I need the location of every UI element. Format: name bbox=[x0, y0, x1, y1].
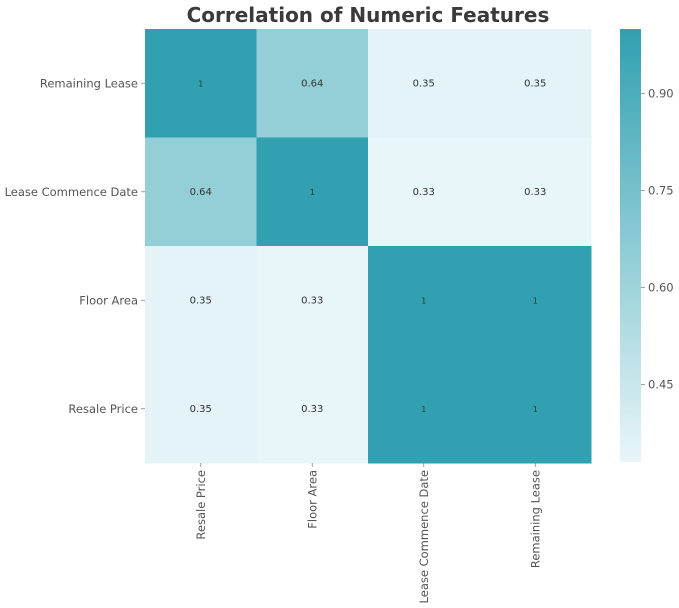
colorbar-tick-label: 0.60 bbox=[648, 281, 674, 295]
cell-annotation: 1 bbox=[533, 296, 538, 305]
heatmap-cell bbox=[256, 137, 369, 247]
cell-annotation: 0.35 bbox=[190, 404, 212, 415]
x-tick-label: Resale Price bbox=[194, 470, 208, 540]
heatmap-cell bbox=[145, 246, 257, 355]
heatmap-cell bbox=[479, 354, 592, 464]
cell-annotation: 0.35 bbox=[524, 78, 546, 89]
heatmap-cell bbox=[256, 29, 369, 138]
colorbar-tick-label: 0.75 bbox=[648, 184, 674, 198]
cell-annotation: 0.33 bbox=[524, 187, 546, 198]
cell-annotation: 0.33 bbox=[301, 404, 323, 415]
x-tick-label: Lease Commence Date bbox=[417, 470, 431, 603]
y-tick-label: Resale Price bbox=[68, 402, 138, 416]
cell-annotation: 0.35 bbox=[413, 78, 435, 89]
colorbar-tick-label: 0.90 bbox=[648, 87, 674, 101]
heatmap-cell bbox=[256, 246, 369, 355]
heatmap-cell bbox=[368, 354, 480, 464]
heatmap-cells bbox=[145, 29, 592, 464]
x-tick-label: Remaining Lease bbox=[528, 470, 542, 568]
colorbar bbox=[620, 29, 641, 462]
heatmap-cell bbox=[479, 246, 592, 355]
heatmap-cell bbox=[368, 137, 480, 247]
x-tick-label: Floor Area bbox=[305, 470, 319, 529]
cell-annotation: 1 bbox=[421, 405, 426, 414]
cell-annotation: 1 bbox=[310, 188, 315, 197]
y-tick-label: Remaining Lease bbox=[40, 76, 138, 90]
y-tick-label: Floor Area bbox=[79, 293, 138, 307]
heatmap-cell bbox=[256, 354, 369, 464]
x-tick-labels: Resale Price Floor Area Lease Commence Dat… bbox=[194, 463, 542, 603]
cell-annotation: 1 bbox=[533, 405, 538, 414]
cell-annotation: 0.64 bbox=[190, 187, 212, 198]
cell-annotation: 1 bbox=[421, 296, 426, 305]
cell-annotation: 0.33 bbox=[301, 295, 323, 306]
heatmap-cell bbox=[479, 137, 592, 247]
heatmap-cell bbox=[145, 137, 257, 247]
cell-annotation: 1 bbox=[198, 79, 203, 88]
cell-annotation: 0.64 bbox=[301, 78, 323, 89]
heatmap-cell bbox=[145, 29, 257, 138]
cell-annotations: 1 0.64 0.35 0.35 0.64 1 0.33 0.33 0.35 0.33 1 1 0.35… bbox=[190, 78, 547, 415]
cell-annotation: 0.35 bbox=[190, 295, 212, 306]
y-tick-label: Lease Commence Date bbox=[5, 185, 138, 199]
cell-annotation: 0.33 bbox=[413, 187, 435, 198]
colorbar-ticks: 0.45 0.60 0.75 0.90 bbox=[641, 87, 674, 391]
chart-title: Correlation of Numeric Features bbox=[187, 3, 550, 27]
heatmap-cell bbox=[368, 246, 480, 355]
heatmap-cell bbox=[145, 354, 257, 464]
heatmap-cell bbox=[368, 29, 480, 138]
y-tick-labels: Remaining Lease Lease Commence Date Floor … bbox=[5, 76, 145, 416]
colorbar-tick-label: 0.45 bbox=[648, 377, 674, 391]
heatmap-cell bbox=[479, 29, 592, 138]
